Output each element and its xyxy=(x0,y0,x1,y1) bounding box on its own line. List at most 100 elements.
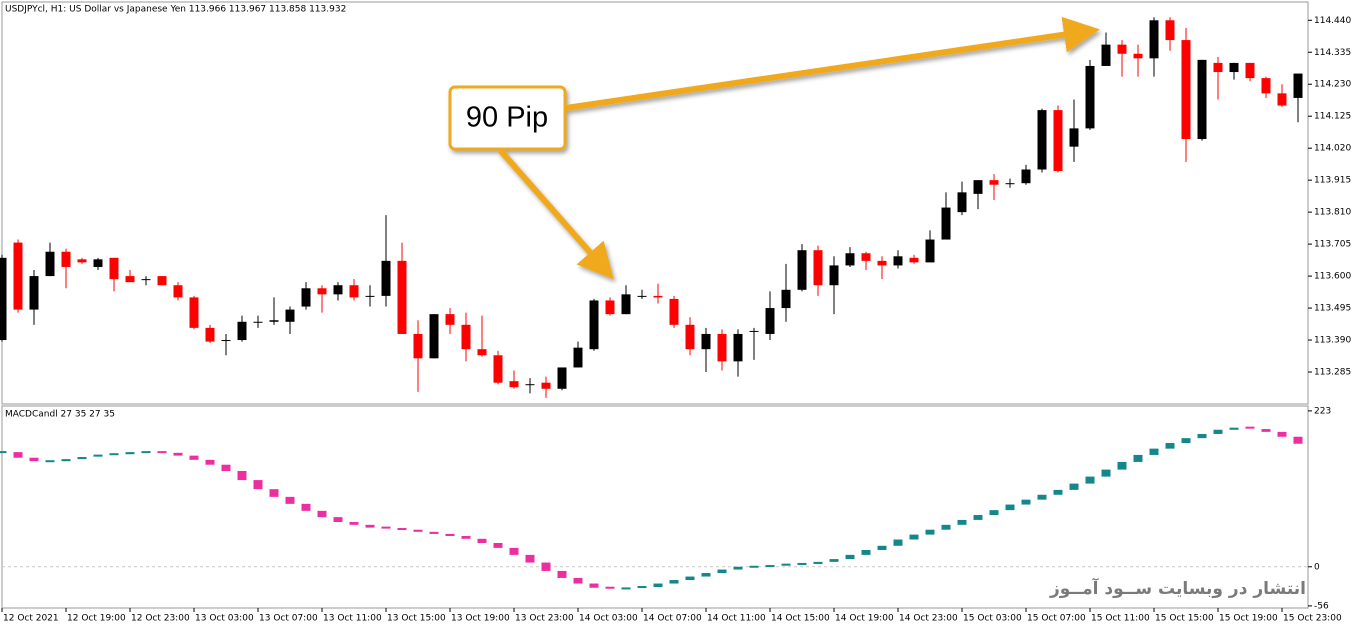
candle-body xyxy=(589,300,599,350)
candle-body xyxy=(1229,62,1239,73)
indicator-candle xyxy=(525,554,535,563)
y-tick-label: 114.230 xyxy=(1314,80,1351,90)
candle-body xyxy=(733,333,743,362)
candle-body xyxy=(1133,53,1143,59)
candle-body xyxy=(749,330,759,332)
indicator-candle xyxy=(1037,494,1047,500)
indicator-candle xyxy=(29,457,39,462)
candle-body xyxy=(621,294,631,315)
y-tick-label: 113.495 xyxy=(1314,304,1351,314)
x-tick-label: 14 Oct 15:00 xyxy=(771,614,830,624)
y-tick-label: 113.390 xyxy=(1314,336,1351,346)
candle-body xyxy=(893,256,903,266)
candle-body xyxy=(317,288,327,295)
indicator-candle xyxy=(333,517,343,523)
x-tick-label: 15 Oct 23:00 xyxy=(1283,614,1342,624)
candle-body xyxy=(1085,65,1095,129)
x-tick-label: 15 Oct 19:00 xyxy=(1219,614,1278,624)
indicator-candle xyxy=(0,451,7,454)
x-tick-label: 12 Oct 19:00 xyxy=(67,614,126,624)
candle-body xyxy=(0,257,7,341)
indicator-candle xyxy=(397,528,407,531)
x-tick-label: 14 Oct 23:00 xyxy=(899,614,958,624)
indicator-candle xyxy=(749,565,759,568)
candle-body xyxy=(333,285,343,295)
indicator-candle xyxy=(1053,489,1063,495)
candle-body xyxy=(573,347,583,368)
candle-body xyxy=(509,381,519,388)
indicator-candle xyxy=(893,539,903,546)
candle-body xyxy=(125,276,135,283)
indicator-candle xyxy=(109,453,119,456)
indicator-candle xyxy=(1245,426,1255,429)
annotation-box xyxy=(448,85,567,151)
indicator-candle xyxy=(381,526,391,529)
indicator-candle xyxy=(509,547,519,555)
y-tick-label: 113.705 xyxy=(1314,240,1351,250)
indicator-candle xyxy=(1213,429,1223,434)
y-tick-label: 113.285 xyxy=(1314,368,1351,378)
indicator-candle xyxy=(237,471,247,481)
candle-body xyxy=(493,355,503,383)
indicator-candle xyxy=(301,503,311,511)
indicator-candle xyxy=(253,480,263,490)
indicator-candle xyxy=(61,459,71,462)
candle-body xyxy=(845,253,855,266)
candle-body xyxy=(205,327,215,342)
candle-body xyxy=(973,180,983,194)
indicator-candle xyxy=(317,510,327,518)
candle-body xyxy=(781,289,791,309)
main-pane xyxy=(1,1,1309,405)
candle-body xyxy=(1101,44,1111,66)
candle-body xyxy=(285,309,295,322)
indicator-candle xyxy=(221,464,231,472)
watermark: انتشار در وبسایت ســود آمــوز xyxy=(1049,577,1306,599)
x-tick-label: 13 Oct 03:00 xyxy=(195,614,254,624)
candle-body xyxy=(813,250,823,286)
candle-body xyxy=(525,384,535,386)
indicator-candle xyxy=(1133,454,1143,462)
y-tick-label: 114.335 xyxy=(1314,48,1351,58)
indicator-candle xyxy=(1101,469,1111,477)
candle-body xyxy=(701,333,711,350)
x-tick-label: 13 Oct 15:00 xyxy=(387,614,446,624)
indicator-candle xyxy=(957,519,967,525)
indicator-candle xyxy=(877,545,887,550)
indicator-candle xyxy=(93,454,103,457)
x-tick-label: 14 Oct 07:00 xyxy=(643,614,702,624)
candle-body xyxy=(909,257,919,263)
candle-body xyxy=(397,260,407,334)
candle-body xyxy=(1277,93,1287,106)
indicator-candle xyxy=(477,538,487,543)
indicator-candle xyxy=(797,562,807,565)
chart-header: USDJPYcl, H1: US Dollar vs Japanese Yen … xyxy=(5,5,346,15)
indicator-candle xyxy=(669,580,679,584)
x-tick-label: 14 Oct 11:00 xyxy=(707,614,766,624)
candle-body xyxy=(253,321,263,323)
x-tick-label: 14 Oct 19:00 xyxy=(835,614,894,624)
y-tick-label: -56 xyxy=(1314,601,1329,611)
indicator-candle xyxy=(541,562,551,571)
y-tick-label: 0 xyxy=(1314,562,1320,572)
indicator-candle xyxy=(781,563,791,566)
candle-body xyxy=(141,279,151,281)
candle-body xyxy=(765,308,775,334)
candle-body xyxy=(77,259,87,263)
indicator-candle xyxy=(173,452,183,456)
indicator-candle xyxy=(765,565,775,568)
candle-body xyxy=(381,260,391,296)
candle-body xyxy=(1213,62,1223,73)
candle-body xyxy=(269,320,279,322)
indicator-pane xyxy=(1,405,1309,609)
candle-body xyxy=(45,251,55,277)
indicator-candle xyxy=(157,451,167,454)
x-tick-label: 15 Oct 11:00 xyxy=(1091,614,1150,624)
indicator-candle xyxy=(205,459,215,465)
indicator-candle xyxy=(717,569,727,574)
indicator-candle xyxy=(445,533,455,537)
candle-body xyxy=(797,250,807,290)
x-tick-label: 15 Oct 07:00 xyxy=(1027,614,1086,624)
indicator-candle xyxy=(429,531,439,534)
indicator-candle xyxy=(589,583,599,588)
indicator-candle xyxy=(349,522,359,525)
